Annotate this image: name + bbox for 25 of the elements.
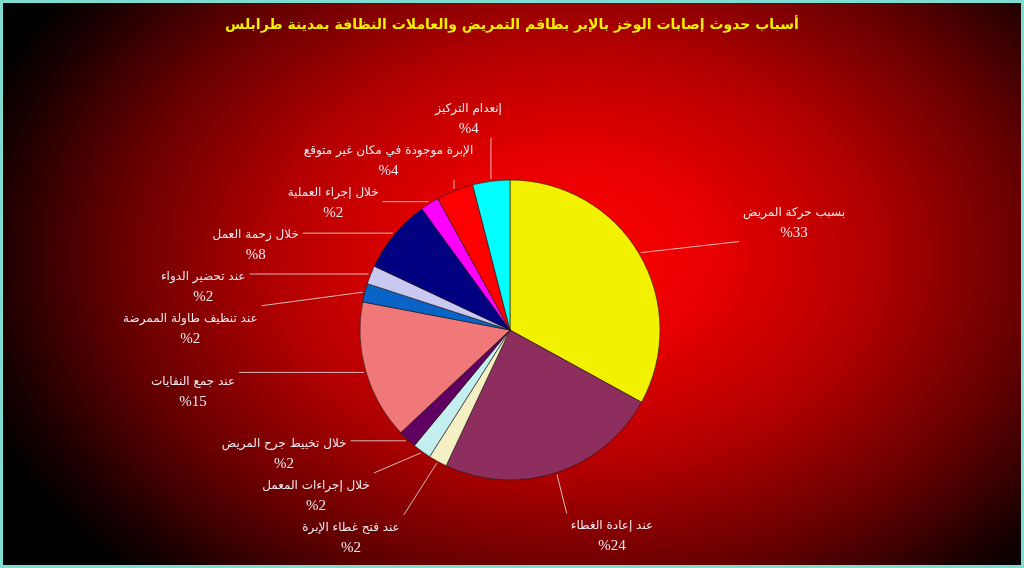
data-label: %24 [598, 537, 627, 554]
data-label: %8 [245, 245, 266, 262]
slice-label: عند تحضير الدواء [160, 268, 246, 284]
data-label: %2 [274, 455, 295, 471]
data-label: %2 [193, 287, 214, 304]
slice-label: الإبرة موجودة في مكان غير متوقع [303, 142, 474, 158]
slice-label: خلال زحمة العمل [212, 226, 299, 242]
data-label: %2 [306, 497, 327, 513]
data-label: %4 [458, 119, 480, 136]
data-label: %15 [179, 392, 207, 409]
slice-label: خلال تخييط جرح المريض [221, 436, 347, 451]
slice-label: عند تنظيف طاولة الممرضة [123, 310, 258, 326]
slice-label: إنعدام التركيز [434, 100, 502, 116]
data-label: %2 [180, 329, 201, 346]
data-label: %2 [341, 539, 362, 555]
slice-label: خلال إجراء العملية [287, 184, 379, 200]
data-label: %33 [780, 223, 808, 240]
chart-title: أسباب حدوث إصابات الوخز بالإبر بطاقم التمريض والعاملات النظافة بمدينة طرابلس [225, 15, 799, 33]
data-label: %2 [323, 203, 344, 220]
slice-label: عند إعادة الغطاء [570, 518, 654, 533]
slice-label: خلال إجراءات المعمل [262, 478, 370, 493]
data-label: %4 [378, 161, 400, 178]
slice-label: بسبب حركة المريض [743, 204, 845, 220]
slice-label: عند فتح غطاء الإبرة [302, 520, 400, 535]
slice-label: عند جمع النفايات [151, 373, 236, 388]
